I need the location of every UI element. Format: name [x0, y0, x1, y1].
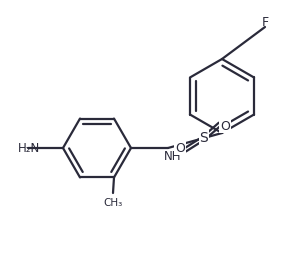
Text: CH₃: CH₃	[103, 198, 123, 208]
Text: H₂N: H₂N	[18, 141, 40, 154]
Text: F: F	[262, 15, 269, 28]
Text: O: O	[175, 141, 185, 154]
Text: NH: NH	[164, 151, 182, 164]
Text: S: S	[200, 131, 209, 145]
Text: O: O	[220, 119, 230, 133]
